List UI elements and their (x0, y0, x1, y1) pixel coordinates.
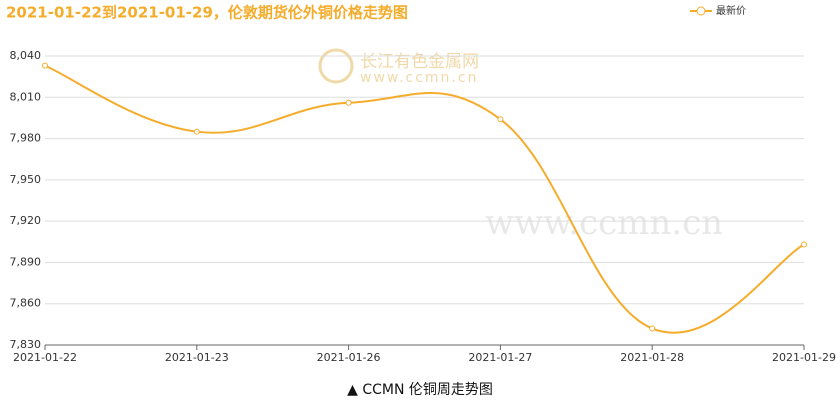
watermark-logo (318, 48, 354, 84)
y-tick-label: 7,890 (10, 255, 42, 268)
x-tick-label: 2021-01-27 (468, 351, 532, 364)
x-tick-label: 2021-01-29 (772, 351, 836, 364)
series-line (44, 64, 805, 334)
y-tick-label: 7,830 (10, 338, 42, 351)
y-tick-label: 8,040 (10, 49, 42, 62)
caption: ▲ CCMN 伦铜周走势图 (347, 382, 493, 398)
watermark: www.ccmn.cn (360, 70, 478, 86)
data-point (801, 241, 807, 248)
data-point (649, 325, 656, 332)
y-tick-label: 7,980 (10, 132, 42, 145)
chart-title: 2021-01-22到2021-01-29，伦敦期货伦外铜价格走势图 (6, 4, 408, 22)
watermark: www.ccmn.cn (485, 203, 723, 243)
legend-marker (696, 6, 706, 16)
data-point (42, 62, 48, 69)
x-tick-label: 2021-01-26 (317, 351, 381, 364)
watermark: 长江有色金属网 (360, 52, 479, 72)
y-tick-label: 7,860 (10, 297, 42, 310)
x-tick-label: 2021-01-23 (165, 351, 229, 364)
x-tick-label: 2021-01-22 (13, 351, 77, 364)
y-tick-label: 7,920 (10, 214, 42, 227)
data-point (497, 116, 504, 123)
x-tick-label: 2021-01-28 (620, 351, 684, 364)
legend-label: 最新价 (716, 4, 746, 17)
data-point (345, 99, 352, 106)
data-point (193, 128, 200, 135)
y-tick-label: 7,950 (10, 173, 42, 186)
y-tick-label: 8,010 (10, 90, 42, 103)
